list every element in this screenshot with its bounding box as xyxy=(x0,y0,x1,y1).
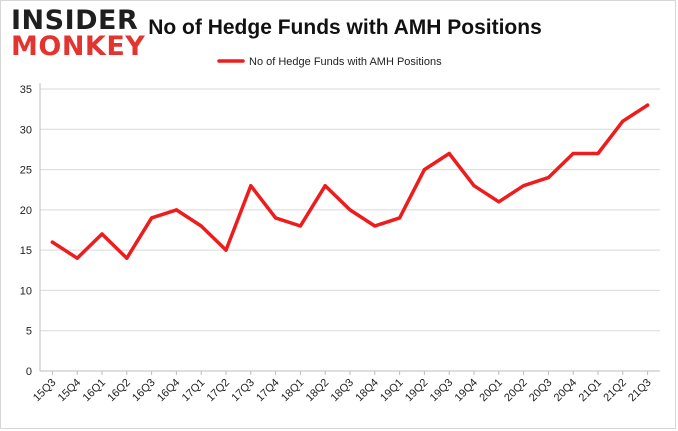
data-point xyxy=(348,208,352,212)
grid-layer xyxy=(40,88,660,332)
y-tick-label: 15 xyxy=(20,245,32,257)
chart-title: No of Hedge Funds with AMH Positions xyxy=(148,16,542,39)
x-tick-label: 15Q4 xyxy=(56,377,84,405)
x-tick-label: 18Q1 xyxy=(279,377,307,405)
y-tick-label: 10 xyxy=(20,285,32,297)
x-tick-label: 20Q1 xyxy=(477,377,505,405)
data-point xyxy=(75,256,79,260)
logo-line-monkey: MONKEY xyxy=(11,31,146,62)
x-tick-label: 17Q4 xyxy=(254,377,282,405)
y-tick-labels: 0 5 10 15 20 25 30 35 xyxy=(20,84,32,378)
data-point xyxy=(621,119,625,123)
insider-monkey-logo: INSIDER MONKEY xyxy=(11,7,145,60)
axis-layer xyxy=(39,83,660,375)
x-tick-label: 20Q4 xyxy=(552,377,580,405)
data-point xyxy=(150,216,154,220)
data-point xyxy=(646,103,650,107)
data-point xyxy=(125,256,129,260)
data-point xyxy=(497,200,501,204)
data-point xyxy=(522,184,526,188)
x-tick-label: 16Q1 xyxy=(81,377,109,405)
data-point xyxy=(224,248,228,252)
y-tick-label: 20 xyxy=(20,205,32,217)
y-tick-label: 0 xyxy=(26,366,32,378)
x-tick-label: 18Q3 xyxy=(329,377,357,405)
y-tick-label: 25 xyxy=(20,165,32,177)
data-point xyxy=(298,224,302,228)
data-point xyxy=(546,176,551,180)
y-tick-label: 5 xyxy=(26,326,32,338)
data-point xyxy=(373,224,377,228)
data-point xyxy=(174,208,178,212)
logo-line-insider: INSIDER xyxy=(11,5,139,36)
y-tick-label: 30 xyxy=(20,124,32,136)
x-tick-label: 21Q3 xyxy=(626,377,654,405)
x-tick-label: 19Q1 xyxy=(378,377,406,405)
x-tick-label: 17Q2 xyxy=(205,377,233,405)
series-layer xyxy=(50,103,650,260)
data-point xyxy=(472,184,476,188)
x-tick-label: 17Q3 xyxy=(229,377,257,405)
x-tick-labels: 15Q315Q416Q116Q216Q316Q417Q117Q217Q317Q4… xyxy=(31,377,654,405)
y-tick-label: 35 xyxy=(20,84,32,96)
data-point xyxy=(100,232,104,236)
data-point xyxy=(249,184,253,188)
legend-label: No of Hedge Funds with AMH Positions xyxy=(249,56,442,68)
x-tick-label: 16Q2 xyxy=(105,377,133,405)
x-tick-label: 15Q3 xyxy=(31,377,59,405)
data-point xyxy=(447,151,451,156)
x-tick-label: 20Q3 xyxy=(527,377,555,405)
legend: No of Hedge Funds with AMH Positions xyxy=(217,56,442,68)
x-tick-label: 19Q3 xyxy=(428,377,456,405)
x-tick-label: 19Q4 xyxy=(453,377,481,405)
x-tick-label: 16Q3 xyxy=(130,377,158,405)
data-point xyxy=(571,151,575,156)
data-point xyxy=(596,151,600,156)
data-point xyxy=(323,184,327,188)
x-tick-label: 21Q1 xyxy=(577,377,605,405)
x-tick-label: 18Q4 xyxy=(353,377,381,405)
data-point xyxy=(199,224,203,228)
series-line-0 xyxy=(50,103,650,260)
x-tick-label: 21Q2 xyxy=(601,377,629,405)
x-tick-label: 20Q2 xyxy=(502,377,530,405)
x-tick-label: 17Q1 xyxy=(180,377,208,405)
data-point xyxy=(50,240,55,244)
x-tick-label: 19Q2 xyxy=(403,377,431,405)
data-point xyxy=(422,167,426,172)
x-tick-label: 16Q4 xyxy=(155,377,183,405)
data-point xyxy=(274,216,278,220)
x-tick-label: 18Q2 xyxy=(304,377,332,405)
data-point xyxy=(398,216,402,220)
